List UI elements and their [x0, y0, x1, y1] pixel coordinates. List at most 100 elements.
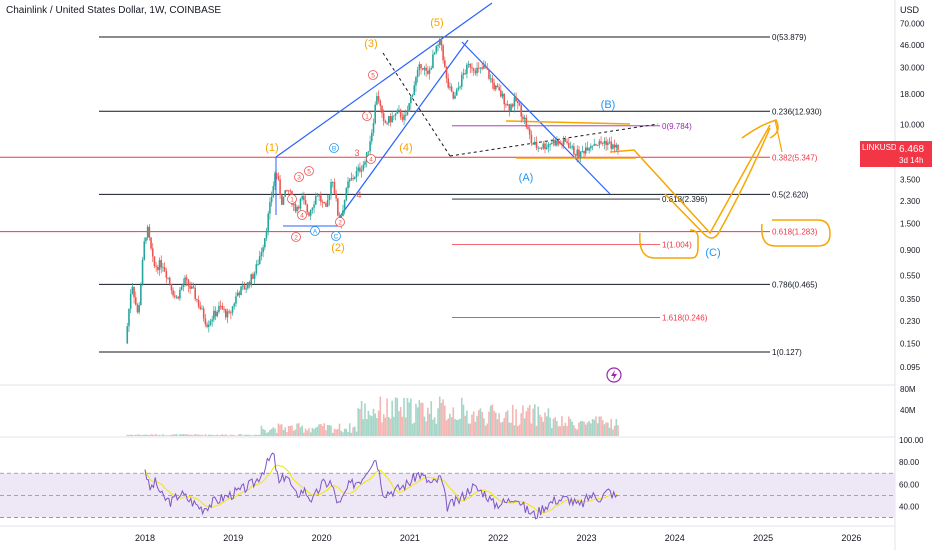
candle-body[interactable] [530, 134, 533, 144]
forecast-path[interactable] [609, 124, 771, 235]
candle-body[interactable] [367, 151, 370, 153]
candle-body[interactable] [364, 161, 366, 165]
candle-body[interactable] [342, 210, 344, 217]
candle-body[interactable] [398, 109, 400, 111]
candle-body[interactable] [140, 284, 142, 306]
candle-body[interactable] [257, 264, 259, 265]
candle-body[interactable] [308, 212, 310, 216]
candle-body[interactable] [391, 116, 393, 123]
candle-body[interactable] [466, 64, 468, 74]
candle-body[interactable] [228, 311, 230, 313]
candle-body[interactable] [231, 306, 234, 313]
candle-body[interactable] [157, 266, 159, 271]
candle-body[interactable] [510, 104, 512, 111]
candle-body[interactable] [598, 141, 601, 146]
candle-body[interactable] [564, 138, 567, 142]
candle-body[interactable] [129, 293, 132, 309]
candle-body[interactable] [172, 290, 174, 296]
candle-body[interactable] [610, 141, 613, 149]
candle-body[interactable] [138, 305, 140, 313]
candle-body[interactable] [481, 67, 483, 69]
downtrend-line[interactable] [461, 41, 611, 195]
candle-body[interactable] [581, 151, 584, 152]
candle-body[interactable] [442, 45, 444, 61]
candle-body[interactable] [223, 309, 225, 311]
candle-body[interactable] [550, 143, 553, 145]
candle-body[interactable] [126, 326, 129, 344]
wave-primary-2[interactable]: (2) [331, 242, 344, 254]
candle-body[interactable] [559, 143, 562, 145]
candle-body[interactable] [549, 144, 551, 145]
candle-body[interactable] [286, 190, 288, 192]
candle-body[interactable] [537, 147, 540, 149]
candle-body[interactable] [150, 237, 152, 249]
wave-corrective-c[interactable]: (C) [705, 247, 720, 259]
candle-body[interactable] [578, 149, 580, 158]
candle-body[interactable] [233, 303, 236, 307]
candle-body[interactable] [430, 68, 433, 70]
candle-body[interactable] [372, 123, 375, 133]
candle-body[interactable] [421, 68, 424, 70]
candle-body[interactable] [393, 115, 395, 117]
candle-body[interactable] [491, 78, 494, 83]
candle-body[interactable] [163, 267, 166, 272]
candle-body[interactable] [376, 96, 378, 105]
candle-body[interactable] [493, 82, 495, 90]
forecast-curve[interactable] [664, 127, 771, 239]
candle-body[interactable] [474, 70, 477, 74]
candle-body[interactable] [299, 198, 302, 209]
candle-body[interactable] [600, 141, 602, 144]
candle-body[interactable] [416, 69, 419, 78]
candle-body[interactable] [435, 45, 438, 53]
candle-body[interactable] [165, 271, 168, 278]
candle-body[interactable] [369, 141, 371, 152]
candle-body[interactable] [277, 176, 280, 180]
channel-upper-line[interactable] [275, 2, 493, 158]
candle-body[interactable] [296, 206, 298, 212]
candle-body[interactable] [404, 114, 407, 116]
candle-body[interactable] [252, 274, 254, 279]
candle-body[interactable] [304, 200, 307, 205]
candle-body[interactable] [428, 69, 431, 74]
candle-body[interactable] [534, 141, 536, 145]
candle-body[interactable] [146, 226, 149, 238]
candle-body[interactable] [209, 321, 212, 325]
symbol-title[interactable]: Chainlink / United States Dollar, 1W, CO… [6, 5, 221, 16]
candle-body[interactable] [194, 287, 196, 299]
candle-body[interactable] [282, 196, 285, 205]
candle-body[interactable] [320, 195, 322, 202]
candle-body[interactable] [306, 204, 309, 213]
candle-body[interactable] [226, 311, 229, 318]
candle-body[interactable] [362, 164, 365, 171]
rsi-line[interactable] [144, 452, 618, 520]
candle-body[interactable] [617, 144, 619, 150]
candle-body[interactable] [370, 132, 373, 142]
candle-body[interactable] [384, 120, 387, 123]
candle-body[interactable] [520, 105, 523, 117]
candle-body[interactable] [454, 95, 456, 99]
candle-body[interactable] [464, 73, 466, 74]
candle-body[interactable] [287, 190, 290, 192]
candle-body[interactable] [182, 283, 185, 287]
candle-body[interactable] [586, 147, 589, 151]
candle-body[interactable] [381, 105, 383, 114]
candle-body[interactable] [406, 111, 409, 116]
candle-body[interactable] [494, 85, 497, 90]
candle-body[interactable] [408, 103, 410, 112]
candle-body[interactable] [387, 116, 390, 124]
candle-body[interactable] [571, 146, 573, 148]
candle-body[interactable] [133, 286, 135, 298]
candle-body[interactable] [316, 195, 319, 197]
candle-body[interactable] [258, 255, 261, 265]
candle-body[interactable] [386, 122, 388, 124]
candle-body[interactable] [427, 70, 429, 74]
candle-body[interactable] [601, 143, 604, 145]
candle-body[interactable] [274, 173, 276, 187]
candle-body[interactable] [562, 138, 565, 145]
candle-body[interactable] [333, 182, 336, 194]
candle-body[interactable] [167, 277, 169, 279]
candle-body[interactable] [459, 86, 461, 88]
candle-body[interactable] [267, 213, 270, 231]
candle-body[interactable] [579, 151, 582, 158]
